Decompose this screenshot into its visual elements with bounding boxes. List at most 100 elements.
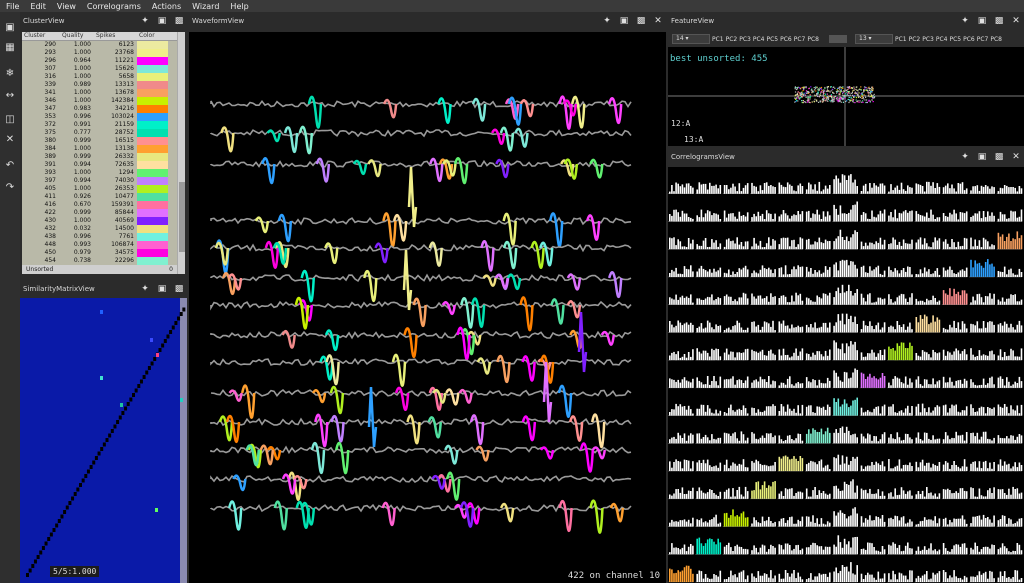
waveform-canvas[interactable] (189, 32, 666, 583)
cluster-color-swatch[interactable] (137, 49, 168, 57)
redo-icon[interactable]: ↷ (5, 182, 15, 193)
float-icon[interactable]: ▣ (619, 16, 629, 26)
x-pc3[interactable]: PC3 (739, 35, 751, 43)
cluster-row[interactable]: 416 0.670 159391 (22, 201, 185, 209)
pin-icon[interactable]: ✦ (961, 152, 969, 162)
cluster-color-swatch[interactable] (137, 129, 168, 137)
cluster-row[interactable]: 339 0.989 13313 (22, 81, 185, 89)
x-pc1[interactable]: PC1 (712, 35, 724, 43)
cluster-row[interactable]: 438 0.996 7761 (22, 233, 185, 241)
pin-icon[interactable]: ✦ (141, 16, 149, 26)
cluster-color-swatch[interactable] (137, 249, 168, 257)
col-quality[interactable]: Quality (62, 32, 84, 39)
cluster-color-swatch[interactable] (137, 113, 168, 121)
cluster-color-swatch[interactable] (137, 65, 168, 73)
cluster-color-swatch[interactable] (137, 257, 168, 265)
cluster-color-swatch[interactable] (137, 153, 168, 161)
cluster-row[interactable]: 384 1.000 13138 (22, 145, 185, 153)
cluster-row[interactable]: 405 1.000 26353 (22, 185, 185, 193)
feature-scatter-canvas[interactable] (668, 47, 1024, 146)
cluster-row[interactable]: 448 0.993 106874 (22, 241, 185, 249)
cluster-scrollbar[interactable] (177, 32, 185, 274)
float-icon[interactable]: ▣ (157, 16, 167, 26)
cluster-color-swatch[interactable] (137, 161, 168, 169)
close-icon[interactable]: ✕ (1012, 152, 1020, 162)
cluster-row[interactable]: 391 0.994 72635 (22, 161, 185, 169)
x-channel-select[interactable]: 14 ▾ (672, 34, 710, 44)
maximize-icon[interactable]: ▩ (994, 152, 1004, 162)
cluster-table[interactable]: Cluster Quality Spikes Color 290 1.000 612… (22, 32, 185, 274)
pin-icon[interactable]: ✦ (603, 16, 611, 26)
cluster-row[interactable]: 293 1.000 23768 (22, 49, 185, 57)
x-pc7[interactable]: PC7 (793, 35, 806, 43)
pin-icon[interactable]: ✦ (141, 284, 149, 294)
y-channel-select[interactable]: 13 ▾ (855, 34, 893, 44)
menu-file[interactable]: File (6, 1, 20, 11)
cluster-color-swatch[interactable] (137, 169, 168, 177)
cluster-row[interactable]: 346 1.000 142384 (22, 97, 185, 105)
correlograms-canvas[interactable] (668, 167, 1024, 583)
scroll-thumb[interactable] (179, 182, 185, 252)
cluster-color-swatch[interactable] (137, 241, 168, 249)
cluster-row[interactable]: 372 0.991 21159 (22, 121, 185, 129)
cluster-row[interactable]: 341 1.000 13678 (22, 89, 185, 97)
menu-wizard[interactable]: Wizard (192, 1, 220, 11)
cluster-row[interactable]: 450 0.979 34575 (22, 249, 185, 257)
float-icon[interactable]: ▣ (977, 16, 987, 26)
waveform-panel[interactable]: 422 on channel 10 (189, 32, 666, 583)
x-pc5[interactable]: PC5 (766, 35, 779, 43)
swap-axes-icon[interactable] (829, 35, 847, 43)
maximize-icon[interactable]: ▩ (994, 16, 1004, 26)
cluster-color-swatch[interactable] (137, 97, 168, 105)
cluster-row[interactable]: 411 0.926 10477 (22, 193, 185, 201)
maximize-icon[interactable]: ▩ (174, 284, 184, 294)
cluster-color-swatch[interactable] (137, 233, 168, 241)
y-pc5[interactable]: PC5 (949, 35, 962, 43)
float-icon[interactable]: ▣ (157, 284, 167, 294)
x-pc2[interactable]: PC2 (725, 35, 738, 43)
close-icon[interactable]: ✕ (654, 16, 662, 26)
cluster-color-swatch[interactable] (137, 41, 168, 49)
cluster-row[interactable]: 316 1.000 5658 (22, 73, 185, 81)
float-icon[interactable]: ▣ (977, 152, 987, 162)
x-pc8[interactable]: PC8 (807, 35, 819, 43)
cluster-color-swatch[interactable] (137, 89, 168, 97)
feature-plot[interactable]: best unsorted: 455 12:A 13:A (668, 47, 1024, 146)
cluster-row[interactable]: 296 0.964 11221 (22, 57, 185, 65)
cluster-row[interactable]: 397 0.994 74030 (22, 177, 185, 185)
cluster-color-swatch[interactable] (137, 225, 168, 233)
col-cluster[interactable]: Cluster (24, 32, 46, 39)
menu-help[interactable]: Help (230, 1, 249, 11)
cluster-color-swatch[interactable] (137, 121, 168, 129)
y-pc7[interactable]: PC7 (976, 35, 989, 43)
cluster-row[interactable]: 422 0.999 85844 (22, 209, 185, 217)
menu-edit[interactable]: Edit (30, 1, 46, 11)
similarity-matrix[interactable]: 5/5:1.000 (20, 298, 187, 583)
cluster-row[interactable]: 307 1.000 15626 (22, 65, 185, 73)
unsorted-row[interactable]: Unsorted 0 (22, 265, 177, 274)
cluster-row[interactable]: 389 0.999 26332 (22, 153, 185, 161)
cluster-row[interactable]: 347 0.983 34216 (22, 105, 185, 113)
cluster-row[interactable]: 454 0.738 22296 (22, 257, 185, 265)
cluster-color-swatch[interactable] (137, 201, 168, 209)
save-icon[interactable]: ▦ (5, 42, 15, 53)
cluster-color-swatch[interactable] (137, 137, 168, 145)
y-pc2[interactable]: PC2 (908, 35, 921, 43)
cluster-row[interactable]: 430 1.000 40569 (22, 217, 185, 225)
close-icon[interactable]: ✕ (1012, 16, 1020, 26)
close-icon[interactable]: ✕ (5, 134, 15, 145)
cluster-row[interactable]: 290 1.000 6123 (22, 41, 185, 49)
cluster-icon[interactable]: ❄ (5, 68, 15, 79)
cluster-row[interactable]: 393 1.000 1294 (22, 169, 185, 177)
cluster-color-swatch[interactable] (137, 81, 168, 89)
cluster-row[interactable]: 353 0.996 103024 (22, 113, 185, 121)
cluster-color-swatch[interactable] (137, 185, 168, 193)
cluster-color-swatch[interactable] (137, 73, 168, 81)
y-pc1[interactable]: PC1 (895, 35, 907, 43)
maximize-icon[interactable]: ▩ (174, 16, 184, 26)
delete-icon[interactable]: ◫ (5, 114, 15, 125)
pin-icon[interactable]: ✦ (961, 16, 969, 26)
correlograms-panel[interactable] (668, 167, 1024, 583)
split-icon[interactable]: ↔ (5, 90, 15, 101)
menu-actions[interactable]: Actions (151, 1, 182, 11)
